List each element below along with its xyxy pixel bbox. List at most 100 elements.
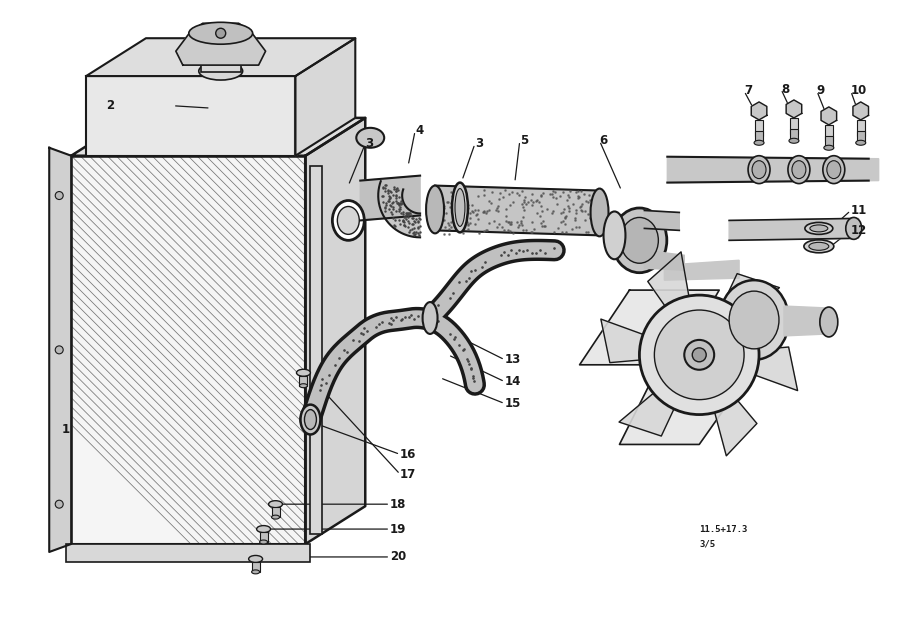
Ellipse shape xyxy=(189,22,253,44)
Text: 12: 12 xyxy=(850,224,867,237)
Polygon shape xyxy=(648,252,699,355)
Circle shape xyxy=(55,192,63,199)
Ellipse shape xyxy=(612,208,667,272)
Ellipse shape xyxy=(426,185,444,234)
Text: 11.5+17.3: 11.5+17.3 xyxy=(699,525,748,533)
Circle shape xyxy=(639,295,759,415)
Text: 15: 15 xyxy=(505,397,521,410)
Bar xyxy=(67,544,310,562)
Polygon shape xyxy=(644,210,680,231)
Ellipse shape xyxy=(729,291,779,349)
Polygon shape xyxy=(853,102,868,120)
Ellipse shape xyxy=(810,225,828,232)
Polygon shape xyxy=(784,306,829,336)
Polygon shape xyxy=(305,118,365,544)
Text: 9: 9 xyxy=(817,84,825,98)
Polygon shape xyxy=(378,181,420,237)
Bar xyxy=(790,118,798,134)
Ellipse shape xyxy=(252,570,259,574)
Polygon shape xyxy=(699,347,797,391)
Polygon shape xyxy=(667,157,878,183)
Polygon shape xyxy=(86,38,356,76)
Ellipse shape xyxy=(748,156,770,184)
Ellipse shape xyxy=(338,206,359,234)
Ellipse shape xyxy=(827,161,841,178)
Ellipse shape xyxy=(792,161,806,178)
Text: 4: 4 xyxy=(415,124,423,137)
Text: 19: 19 xyxy=(391,523,407,535)
Polygon shape xyxy=(752,102,767,120)
Bar xyxy=(201,56,240,72)
Text: 13: 13 xyxy=(505,353,521,366)
Bar xyxy=(71,156,305,544)
Ellipse shape xyxy=(805,222,832,234)
Ellipse shape xyxy=(248,556,263,563)
Ellipse shape xyxy=(824,145,833,150)
Polygon shape xyxy=(821,107,837,125)
Ellipse shape xyxy=(300,384,308,388)
Bar xyxy=(71,156,305,544)
Ellipse shape xyxy=(823,156,845,184)
Text: 17: 17 xyxy=(400,468,417,481)
Bar xyxy=(310,166,322,534)
Polygon shape xyxy=(619,355,699,436)
Bar xyxy=(252,562,259,572)
Ellipse shape xyxy=(423,302,437,334)
Text: 18: 18 xyxy=(391,498,407,511)
Bar xyxy=(755,131,763,143)
Text: 14: 14 xyxy=(505,375,521,388)
Ellipse shape xyxy=(590,189,608,236)
Ellipse shape xyxy=(356,128,384,148)
Ellipse shape xyxy=(455,189,465,227)
Bar xyxy=(857,120,865,136)
Circle shape xyxy=(55,346,63,354)
Polygon shape xyxy=(176,23,266,65)
Ellipse shape xyxy=(620,217,659,264)
Polygon shape xyxy=(664,260,739,280)
Circle shape xyxy=(692,348,706,362)
Bar xyxy=(857,131,865,143)
Ellipse shape xyxy=(789,138,799,144)
Bar xyxy=(300,376,308,385)
Ellipse shape xyxy=(856,140,866,145)
Text: 3: 3 xyxy=(475,137,483,150)
Ellipse shape xyxy=(301,404,320,434)
Ellipse shape xyxy=(304,410,317,429)
Polygon shape xyxy=(787,100,802,118)
Ellipse shape xyxy=(754,140,764,145)
Text: 2: 2 xyxy=(106,100,114,112)
Polygon shape xyxy=(580,290,759,444)
Text: 11: 11 xyxy=(850,204,867,217)
Ellipse shape xyxy=(332,201,365,240)
Polygon shape xyxy=(699,274,779,355)
Text: 3: 3 xyxy=(365,137,374,150)
Text: 16: 16 xyxy=(400,448,417,461)
Bar xyxy=(755,120,763,136)
Text: 8: 8 xyxy=(781,83,789,95)
Ellipse shape xyxy=(268,500,283,507)
Polygon shape xyxy=(435,185,599,236)
Circle shape xyxy=(216,29,226,38)
Ellipse shape xyxy=(788,156,810,184)
Bar xyxy=(86,76,295,156)
Ellipse shape xyxy=(452,183,468,232)
Bar xyxy=(824,125,832,141)
Polygon shape xyxy=(50,148,71,552)
Circle shape xyxy=(654,310,744,399)
Ellipse shape xyxy=(199,62,243,80)
Polygon shape xyxy=(71,118,365,156)
Bar xyxy=(259,532,267,542)
Polygon shape xyxy=(644,250,684,271)
Polygon shape xyxy=(601,319,699,363)
Bar xyxy=(272,507,280,517)
Bar xyxy=(790,129,798,141)
Ellipse shape xyxy=(752,161,766,178)
Ellipse shape xyxy=(846,217,861,239)
Bar xyxy=(824,136,832,148)
Ellipse shape xyxy=(820,307,838,337)
Circle shape xyxy=(684,340,715,370)
Polygon shape xyxy=(699,355,757,456)
Text: 3/5: 3/5 xyxy=(699,540,716,549)
Ellipse shape xyxy=(256,526,271,533)
Text: 1: 1 xyxy=(61,423,69,436)
